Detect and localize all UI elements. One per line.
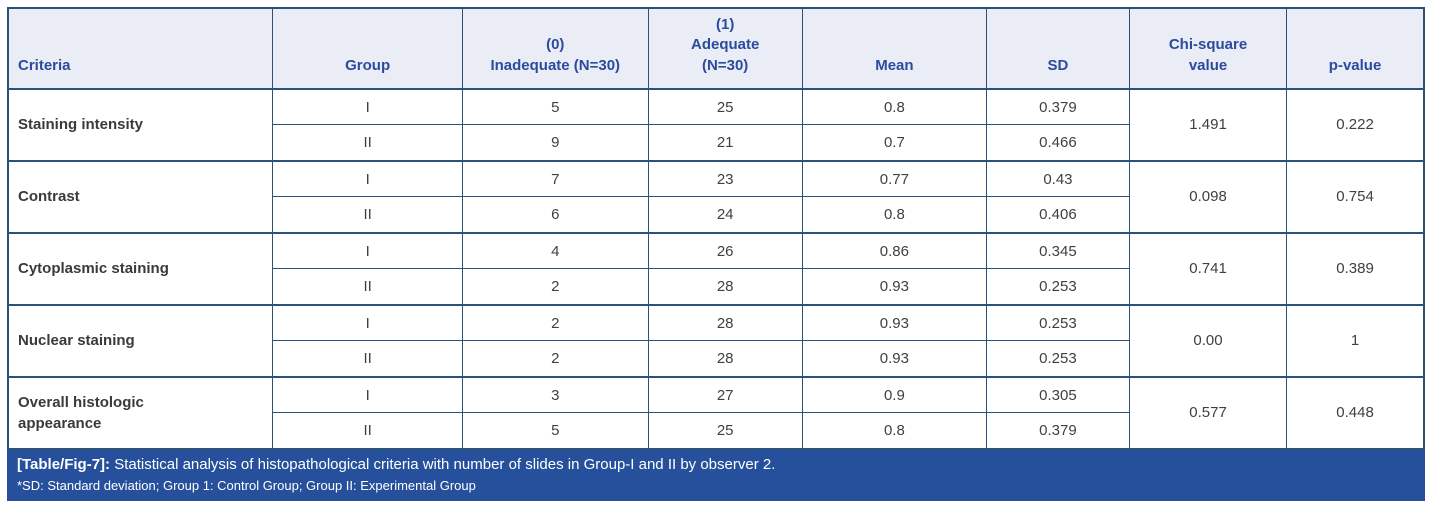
cell-p-value: 0.389 [1286, 231, 1425, 306]
cell-group: II [272, 340, 464, 378]
table-row: II 6 24 0.8 0.406 [8, 196, 1424, 234]
cell-criteria: Cytoplasmic staining [7, 231, 274, 306]
header-cell-inadequate: (0) Inadequate (N=30) [462, 7, 649, 90]
caption-figure-label: [Table/Fig-7]: [17, 455, 111, 473]
header-cell-adequate: (1) Adequate (N=30) [647, 7, 803, 90]
statistical-analysis-table: Criteria Group (0) Inadequate (N=30) (1)… [7, 7, 1425, 450]
cell-sd: 0.305 [985, 375, 1130, 414]
cell-sd: 0.466 [985, 124, 1130, 162]
cell-mean: 0.8 [801, 412, 987, 450]
cell-mean: 0.86 [801, 231, 987, 270]
header-cell-chi-square: Chi-square value [1128, 7, 1288, 90]
cell-adequate: 28 [647, 340, 803, 378]
cell-inadequate: 9 [462, 124, 649, 162]
cell-group: I [272, 231, 464, 270]
cell-adequate: 21 [647, 124, 803, 162]
table-row: II 2 28 0.93 0.253 [8, 268, 1424, 306]
table-row: II 9 21 0.7 0.466 [8, 124, 1424, 162]
cell-chi-square: 0.741 [1128, 231, 1288, 306]
header-row: Criteria Group (0) Inadequate (N=30) (1)… [7, 7, 1425, 90]
caption-line: [Table/Fig-7]: Statistical analysis of h… [17, 456, 1415, 475]
header-cell-group: Group [272, 7, 464, 90]
cell-inadequate: 6 [462, 196, 649, 234]
cell-group: I [272, 87, 464, 126]
table-caption-bar: [Table/Fig-7]: Statistical analysis of h… [7, 449, 1425, 502]
cell-criteria: Nuclear staining [7, 303, 274, 378]
cell-mean: 0.93 [801, 268, 987, 306]
cell-group: I [272, 303, 464, 342]
cell-chi-square: 0.00 [1128, 303, 1288, 378]
cell-mean: 0.8 [801, 196, 987, 234]
cell-inadequate: 2 [462, 303, 649, 342]
cell-criteria: Overall histologic appearance [7, 375, 274, 450]
criteria-label: Overall histologic appearance [18, 393, 144, 432]
header-cell-criteria: Criteria [7, 7, 274, 90]
cell-mean: 0.93 [801, 340, 987, 378]
cell-sd: 0.43 [985, 159, 1130, 198]
cell-group: II [272, 124, 464, 162]
cell-group: II [272, 412, 464, 450]
cell-sd: 0.345 [985, 231, 1130, 270]
cell-adequate: 28 [647, 268, 803, 306]
table-row: Nuclear staining I 2 28 0.93 0.253 0.00 … [7, 303, 1425, 378]
cell-chi-square: 0.577 [1128, 375, 1288, 450]
cell-mean: 0.8 [801, 87, 987, 126]
cell-mean: 0.9 [801, 375, 987, 414]
cell-adequate: 26 [647, 231, 803, 270]
cell-mean: 0.93 [801, 303, 987, 342]
header-cell-mean: Mean [801, 7, 987, 90]
cell-inadequate: 5 [462, 412, 649, 450]
cell-p-value: 0.222 [1286, 87, 1425, 162]
cell-chi-square: 1.491 [1128, 87, 1288, 162]
table-row: Cytoplasmic staining I 4 26 0.86 0.345 0… [7, 231, 1425, 306]
table-row: II 5 25 0.8 0.379 [8, 412, 1424, 450]
criteria-label: Staining intensity [18, 116, 144, 134]
cell-group: I [272, 159, 464, 198]
cell-sd: 0.379 [985, 87, 1130, 126]
cell-inadequate: 4 [462, 231, 649, 270]
header-cell-p-value: p-value [1286, 7, 1425, 90]
cell-inadequate: 5 [462, 87, 649, 126]
cell-adequate: 25 [647, 87, 803, 126]
cell-inadequate: 7 [462, 159, 649, 198]
criteria-label: Cytoplasmic staining [18, 260, 169, 278]
cell-adequate: 27 [647, 375, 803, 414]
cell-adequate: 25 [647, 412, 803, 450]
table-row: Overall histologic appearance I 3 27 0.9… [7, 375, 1425, 450]
cell-inadequate: 2 [462, 340, 649, 378]
cell-sd: 0.406 [985, 196, 1130, 234]
cell-adequate: 24 [647, 196, 803, 234]
cell-sd: 0.253 [985, 268, 1130, 306]
cell-group: II [272, 268, 464, 306]
cell-group: II [272, 196, 464, 234]
cell-p-value: 1 [1286, 303, 1425, 378]
table-row: II 2 28 0.93 0.253 [8, 340, 1424, 378]
cell-mean: 0.7 [801, 124, 987, 162]
caption-text: Statistical analysis of histopathologica… [114, 455, 776, 473]
cell-sd: 0.379 [985, 412, 1130, 450]
caption-footnote: *SD: Standard deviation; Group 1: Contro… [17, 477, 476, 493]
header-cell-sd: SD [985, 7, 1130, 90]
cell-criteria: Contrast [7, 159, 274, 234]
criteria-label: Nuclear staining [18, 332, 135, 350]
cell-inadequate: 3 [462, 375, 649, 414]
cell-p-value: 0.754 [1286, 159, 1425, 234]
criteria-label: Contrast [18, 188, 80, 206]
cell-group: I [272, 375, 464, 414]
cell-adequate: 23 [647, 159, 803, 198]
cell-inadequate: 2 [462, 268, 649, 306]
cell-mean: 0.77 [801, 159, 987, 198]
cell-sd: 0.253 [985, 303, 1130, 342]
table-row: Staining intensity I 5 25 0.8 0.379 1.49… [7, 87, 1425, 162]
table-row: Contrast I 7 23 0.77 0.43 0.098 0.754 [7, 159, 1425, 234]
cell-sd: 0.253 [985, 340, 1130, 378]
cell-p-value: 0.448 [1286, 375, 1425, 450]
cell-criteria: Staining intensity [7, 87, 274, 162]
cell-chi-square: 0.098 [1128, 159, 1288, 234]
cell-adequate: 28 [647, 303, 803, 342]
